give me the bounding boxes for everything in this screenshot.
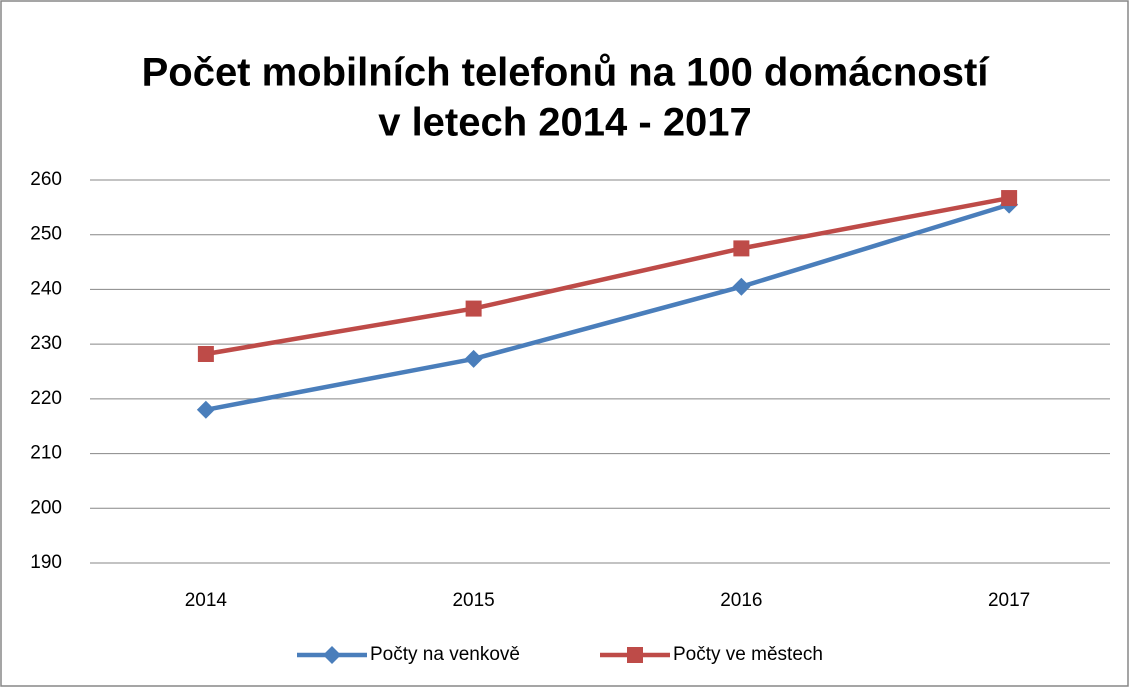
data-point	[197, 345, 214, 362]
y-tick-label: 200	[30, 497, 62, 518]
x-tick-label: 2017	[988, 590, 1030, 611]
data-point	[464, 349, 483, 368]
legend-label: Počty na venkově	[370, 644, 520, 665]
legend-marker	[323, 646, 341, 664]
x-tick-label: 2014	[185, 590, 228, 611]
y-tick-label: 220	[30, 388, 62, 409]
data-point	[732, 277, 751, 296]
chart-title: Počet mobilních telefonů na 100 domácnos…	[142, 51, 991, 95]
x-tick-label: 2015	[452, 590, 494, 611]
data-point	[1001, 190, 1018, 207]
legend-marker	[627, 647, 643, 663]
y-tick-label: 260	[30, 169, 62, 190]
legend-label: Počty ve městech	[673, 644, 823, 665]
data-point	[733, 240, 750, 257]
y-tick-label: 190	[30, 552, 62, 573]
data-point	[196, 400, 215, 419]
y-tick-label: 230	[30, 333, 62, 354]
data-point	[465, 300, 482, 317]
y-tick-label: 240	[30, 278, 62, 299]
y-tick-label: 210	[30, 443, 62, 464]
y-tick-label: 250	[30, 224, 62, 245]
chart-title: v letech 2014 - 2017	[378, 101, 752, 145]
series-line	[205, 195, 1010, 357]
series-line	[205, 202, 1010, 413]
x-tick-label: 2016	[720, 590, 762, 611]
